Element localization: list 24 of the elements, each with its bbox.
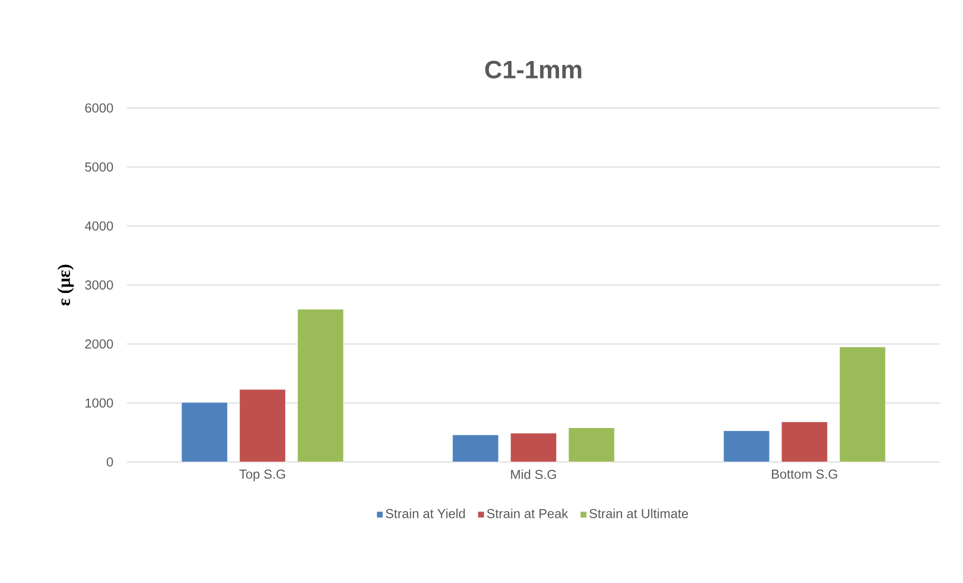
y-tick-label: 0 (106, 457, 113, 467)
bar (181, 402, 228, 462)
y-axis-title: ε (με) (57, 264, 74, 306)
bar (781, 422, 828, 462)
bar (568, 428, 615, 462)
x-tick-label: Mid S.G (511, 470, 556, 480)
bar (239, 389, 286, 462)
bar (510, 432, 557, 462)
bar (839, 346, 886, 462)
bar (297, 308, 344, 462)
x-tick-label: Bottom S.G (772, 470, 838, 479)
legend-label: Strain at Peak (487, 508, 568, 518)
y-tick-label: 1000 (86, 398, 113, 408)
bar (723, 430, 770, 462)
bar (452, 434, 499, 462)
legend-label: Strain at Yield (386, 508, 465, 518)
y-tick-label: 5000 (85, 162, 113, 172)
y-tick-label: 3000 (85, 280, 113, 290)
chart-title: C1-1mm (485, 60, 582, 78)
y-tick-label: 2000 (85, 339, 113, 349)
y-tick-label: 6000 (85, 103, 113, 113)
x-tick-label: Top S.G (239, 470, 286, 482)
y-tick-label: 4000 (84, 221, 113, 231)
legend-label: Strain at Ultimate (590, 508, 688, 518)
